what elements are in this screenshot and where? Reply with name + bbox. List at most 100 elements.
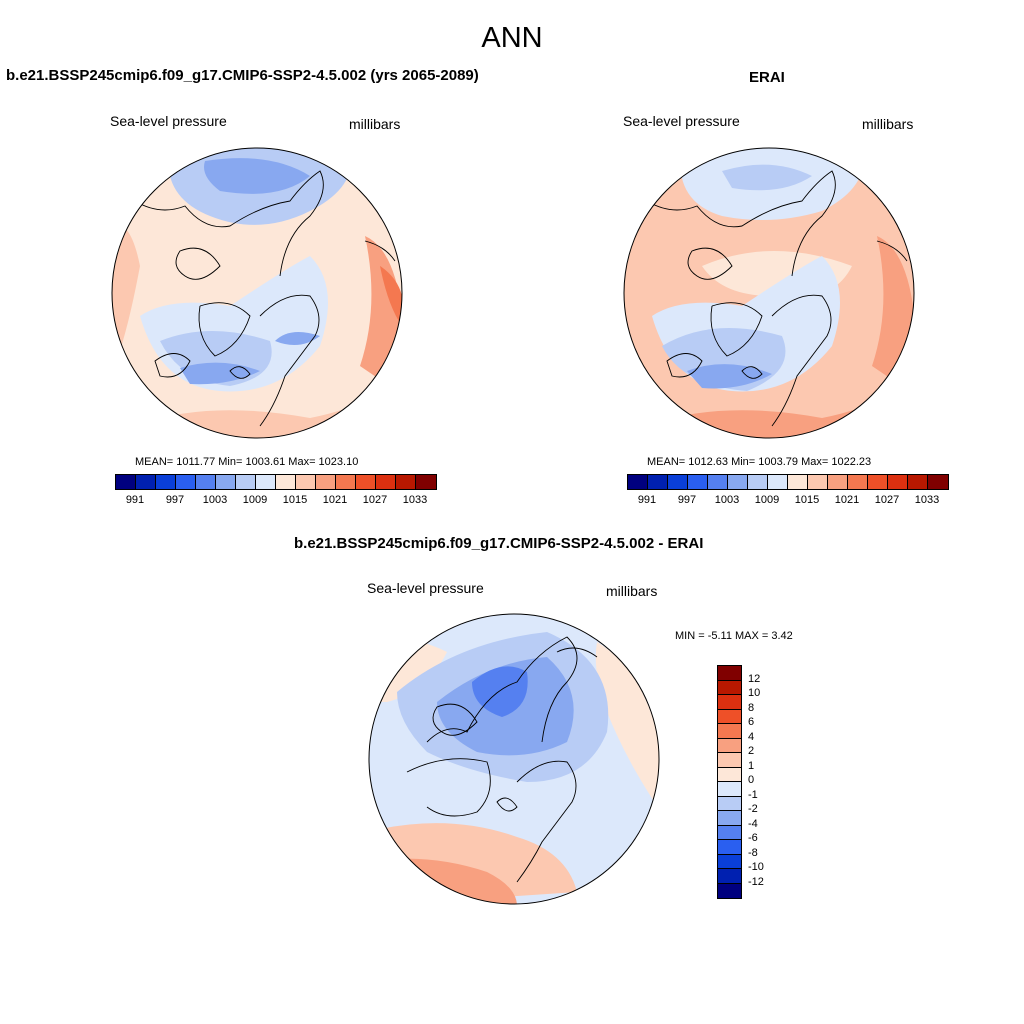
diff-colorbar-swatch	[718, 680, 741, 695]
diff-coastlines	[406, 636, 598, 883]
right-colorbar-swatch	[768, 475, 788, 489]
right-units-label: millibars	[862, 116, 914, 132]
diff-colorbar-ticks: 12 10 8 6 4 2 1 0 -1 -2 -4 -6 -8 -10 -12	[748, 665, 788, 899]
right-colorbar-swatch	[728, 475, 748, 489]
left-colorbar-tick-label: 1021	[322, 494, 348, 506]
right-coastlines	[646, 170, 908, 427]
left-colorbar-tick-label: 1027	[362, 494, 388, 506]
right-colorbar-tick-label: 1009	[754, 494, 780, 506]
diff-panel-title: b.e21.BSSP245cmip6.f09_g17.CMIP6-SSP2-4.…	[294, 535, 704, 552]
diff-colorbar-tick-label: 4	[748, 730, 755, 743]
left-colorbar-ticks: 991 997 1003 1009 1015 1021 1027 1033	[115, 494, 427, 510]
diff-colorbar-swatch	[718, 724, 741, 739]
diff-colorbar-swatch	[718, 767, 741, 782]
left-colorbar-swatch	[336, 475, 356, 489]
diff-colorbar-swatch	[718, 695, 741, 710]
diff-colorbar-swatch	[718, 796, 741, 811]
diff-colorbar-tick-label: 8	[748, 701, 755, 714]
left-colorbar-swatch	[156, 475, 176, 489]
right-colorbar-swatch	[628, 475, 648, 489]
diff-colorbar-swatch	[718, 753, 741, 768]
left-colorbar-swatch	[256, 475, 276, 489]
right-colorbar-swatch	[668, 475, 688, 489]
left-colorbar-swatch	[276, 475, 296, 489]
left-colorbar-tick-label: 991	[125, 494, 145, 506]
diff-units-label: millibars	[606, 583, 658, 599]
left-trough-east	[275, 332, 320, 345]
diff-colorbar-tick-label: -6	[748, 832, 758, 844]
diff-colorbar-tick-label: -8	[748, 846, 758, 859]
left-variable-label: Sea-level pressure	[110, 113, 227, 129]
right-variable-label: Sea-level pressure	[623, 113, 740, 129]
diff-colorbar-tick-label: 10	[748, 687, 761, 699]
right-stats: MEAN= 1012.63 Min= 1003.79 Max= 1022.23	[647, 456, 872, 468]
diff-colorbar-swatch	[718, 666, 741, 681]
diff-ne-positive	[595, 642, 659, 812]
figure-title: ANN	[481, 22, 543, 54]
right-colorbar-swatch	[748, 475, 768, 489]
left-colorbar-swatch	[396, 475, 416, 489]
left-colorbar-tick-label: 1009	[242, 494, 268, 506]
right-colorbar-tick-label: 1003	[714, 494, 740, 506]
left-polar-map	[110, 146, 404, 440]
diff-colorbar-tick-label: 2	[748, 745, 755, 757]
right-colorbar-ticks: 991 997 1003 1009 1015 1021 1027 1033	[627, 494, 939, 510]
left-colorbar-swatch	[116, 475, 136, 489]
diff-colorbar-tick-label: -12	[748, 875, 764, 888]
right-colorbar-swatch	[848, 475, 868, 489]
right-colorbar	[627, 474, 949, 490]
diff-colorbar-swatch	[718, 709, 741, 724]
diff-central-negative-core	[472, 666, 528, 717]
left-north-low-core	[204, 158, 310, 194]
left-colorbar-swatch	[296, 475, 316, 489]
right-colorbar-swatch	[708, 475, 728, 489]
right-colorbar-swatch	[648, 475, 668, 489]
diff-colorbar-swatch	[718, 840, 741, 855]
diff-polar-map	[367, 612, 661, 906]
right-trough-core	[687, 364, 772, 389]
right-colorbar-tick-label: 997	[677, 494, 697, 506]
right-colorbar-tick-label: 1015	[794, 494, 820, 506]
left-colorbar-swatch	[176, 475, 196, 489]
diff-colorbar-tick-label: -4	[748, 817, 758, 830]
right-colorbar-swatch	[868, 475, 888, 489]
left-panel-title: b.e21.BSSP245cmip6.f09_g17.CMIP6-SSP2-4.…	[6, 67, 479, 84]
right-colorbar-swatch	[688, 475, 708, 489]
diff-colorbar-swatch	[718, 811, 741, 826]
left-colorbar-swatch	[376, 475, 396, 489]
diff-colorbar-tick-label: 12	[748, 672, 761, 685]
left-stats: MEAN= 1011.77 Min= 1003.61 Max= 1023.10	[135, 456, 359, 468]
diff-colorbar-swatch	[718, 869, 741, 884]
left-colorbar-swatch	[236, 475, 256, 489]
right-colorbar-swatch	[828, 475, 848, 489]
left-trough-core	[180, 362, 260, 385]
right-north-low-core	[722, 164, 812, 191]
right-map-border	[623, 147, 915, 439]
left-colorbar-swatch	[356, 475, 376, 489]
diff-variable-label: Sea-level pressure	[367, 580, 484, 596]
left-colorbar-swatch	[196, 475, 216, 489]
left-colorbar	[115, 474, 437, 490]
right-colorbar-tick-label: 1033	[914, 494, 940, 506]
right-colorbar-swatch	[928, 475, 948, 489]
left-colorbar-tick-label: 997	[165, 494, 185, 506]
diff-map-border	[368, 613, 660, 905]
diff-stats: MIN = -5.11 MAX = 3.42	[675, 630, 793, 642]
left-colorbar-tick-label: 1003	[202, 494, 228, 506]
left-coastlines	[134, 170, 396, 427]
diff-colorbar-tick-label: -1	[748, 788, 758, 801]
left-map-border	[111, 147, 403, 439]
left-colorbar-swatch	[136, 475, 156, 489]
right-colorbar-tick-label: 991	[637, 494, 657, 506]
diff-colorbar-tick-label: 0	[748, 774, 755, 786]
left-colorbar-swatch	[216, 475, 236, 489]
diff-colorbar-tick-label: 6	[748, 716, 755, 728]
left-colorbar-swatch	[316, 475, 336, 489]
diff-colorbar-tick-label: -10	[748, 861, 764, 873]
diff-colorbar-swatch	[718, 738, 741, 753]
left-colorbar-swatch	[416, 475, 436, 489]
right-panel-title: ERAI	[749, 69, 785, 86]
right-colorbar-swatch	[788, 475, 808, 489]
diff-colorbar-swatch	[718, 854, 741, 869]
right-colorbar-swatch	[888, 475, 908, 489]
